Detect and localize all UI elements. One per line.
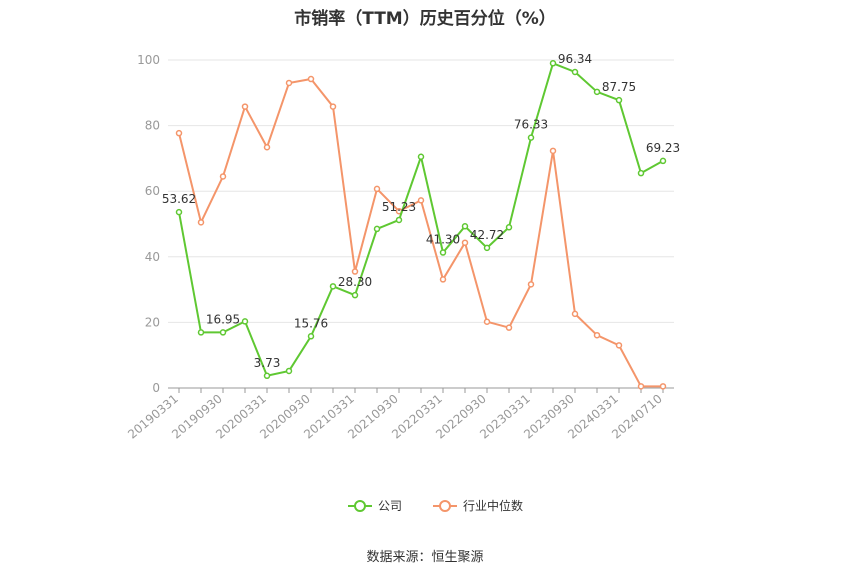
data-point[interactable]: [329, 283, 337, 290]
data-point[interactable]: [417, 197, 425, 204]
data-point[interactable]: [549, 147, 557, 155]
y-tick-label: 40: [145, 250, 160, 264]
data-point[interactable]: [593, 88, 601, 96]
data-point[interactable]: [307, 75, 315, 83]
data-point[interactable]: [241, 103, 249, 110]
data-point[interactable]: [637, 169, 645, 177]
data-point[interactable]: [505, 324, 513, 331]
data-point[interactable]: [439, 249, 447, 256]
data-point[interactable]: [659, 157, 667, 165]
legend-swatch-marker: [354, 500, 366, 512]
data-point[interactable]: [307, 333, 315, 340]
y-tick-label: 0: [152, 381, 160, 395]
data-point[interactable]: [527, 281, 535, 288]
series-industry-median: [175, 75, 667, 390]
legend-item-company[interactable]: 公司: [348, 499, 402, 513]
data-point[interactable]: [461, 223, 469, 230]
data-point[interactable]: [637, 383, 645, 390]
data-point[interactable]: [395, 216, 403, 224]
data-point[interactable]: [615, 96, 623, 104]
x-axis: 2019033120190930202003312020093020210331…: [125, 387, 674, 442]
data-point[interactable]: [659, 383, 667, 390]
data-point[interactable]: [263, 372, 271, 380]
y-tick-label: 20: [145, 315, 160, 329]
data-point[interactable]: [351, 291, 359, 299]
grid-lines: [168, 59, 674, 323]
series-company: [175, 60, 667, 380]
data-point[interactable]: [571, 310, 579, 318]
data-point[interactable]: [615, 342, 623, 349]
y-axis-ticks: 0 20 40 60 80 100: [137, 53, 160, 395]
legend[interactable]: 公司 行业中位数: [348, 498, 523, 513]
data-label: 41.30: [426, 233, 460, 247]
data-point[interactable]: [329, 103, 337, 110]
data-label: 28.30: [338, 275, 372, 289]
legend-label: 行业中位数: [463, 498, 523, 513]
legend-item-industry-median[interactable]: 行业中位数: [433, 498, 523, 513]
data-point[interactable]: [483, 318, 491, 325]
data-label: 87.75: [602, 80, 636, 94]
chart-title: 市销率（TTM）历史百分位（%）: [294, 9, 556, 29]
data-point[interactable]: [571, 68, 579, 76]
data-point[interactable]: [175, 208, 183, 216]
data-point[interactable]: [197, 219, 205, 226]
data-point[interactable]: [241, 318, 249, 325]
data-point[interactable]: [175, 129, 183, 137]
data-point[interactable]: [461, 239, 469, 246]
data-point[interactable]: [373, 185, 381, 193]
data-label: 96.34: [558, 52, 592, 66]
data-point[interactable]: [263, 143, 271, 151]
data-label: 53.62: [162, 192, 196, 206]
data-label: 3.73: [254, 356, 281, 370]
data-point[interactable]: [549, 60, 557, 67]
series-layer: [175, 60, 667, 390]
data-point[interactable]: [439, 276, 447, 283]
data-label: 42.72: [470, 228, 504, 242]
data-label: 76.33: [514, 118, 548, 132]
data-point[interactable]: [351, 268, 359, 275]
data-point[interactable]: [219, 173, 227, 180]
data-point[interactable]: [527, 134, 535, 141]
data-point[interactable]: [593, 331, 601, 339]
data-point[interactable]: [505, 224, 513, 231]
y-tick-label: 100: [137, 53, 160, 67]
data-labels: 53.62 16.95 3.73 15.76 28.30 51.23 41.30 42.72 7…: [162, 52, 680, 370]
data-point[interactable]: [197, 329, 205, 336]
data-label: 16.95: [206, 312, 240, 326]
data-label: 69.23: [646, 141, 680, 155]
data-point[interactable]: [219, 329, 227, 336]
data-point[interactable]: [285, 79, 293, 87]
source-note: 数据来源：恒生聚源: [366, 550, 484, 565]
y-tick-label: 80: [145, 119, 160, 133]
data-point[interactable]: [483, 244, 491, 252]
data-point[interactable]: [285, 367, 293, 375]
y-tick-label: 60: [145, 184, 160, 198]
legend-swatch-marker: [439, 500, 451, 512]
data-label: 15.76: [294, 316, 328, 330]
data-point[interactable]: [373, 225, 381, 233]
legend-label: 公司: [378, 499, 402, 513]
data-point[interactable]: [417, 153, 425, 161]
data-label: 51.23: [382, 200, 416, 214]
